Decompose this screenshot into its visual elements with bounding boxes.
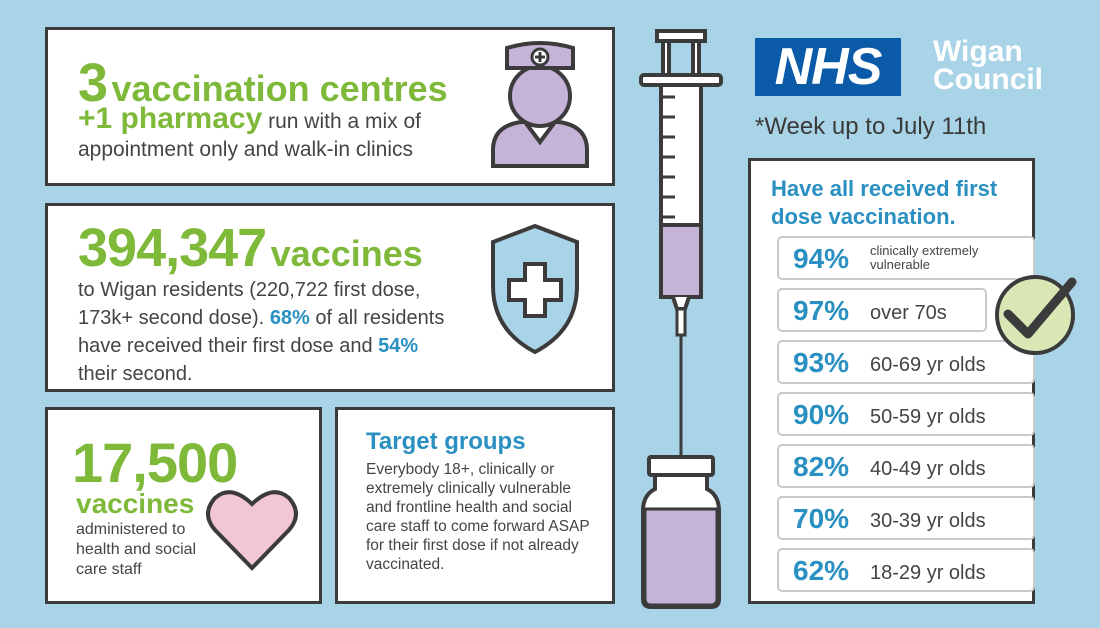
target-card: Target groups Everybody 18+, clinically … — [335, 407, 615, 604]
heart-icon — [206, 490, 298, 571]
row-pct: 94% — [793, 243, 850, 274]
vaccines-text-2: of all residents have received their fir… — [78, 307, 445, 357]
nhs-logo: NHS — [755, 38, 901, 96]
first-dose-row: 62% 18-29 yr olds — [777, 548, 1035, 592]
row-group: 60-69 yr olds — [870, 354, 986, 376]
first-dose-title: Have all received first dose vaccination… — [771, 176, 998, 229]
first-dose-row: 70% 30-39 yr olds — [777, 496, 1035, 540]
row-pct: 82% — [793, 451, 850, 482]
first-dose-row: 90% 50-59 yr olds — [777, 392, 1035, 436]
row-pct: 90% — [793, 399, 850, 430]
wigan-council-logo: Wigan Council — [933, 35, 1043, 96]
row-group: 40-49 yr olds — [870, 458, 986, 480]
nurse-icon — [491, 41, 589, 168]
first-dose-row: 82% 40-49 yr olds — [777, 444, 1035, 488]
vaccines-headline: 394,347 vaccines — [78, 220, 423, 282]
centres-count: 3 — [78, 53, 108, 113]
vaccines-body: to Wigan residents (220,722 first dose, … — [78, 276, 458, 388]
checkmark-icon — [995, 275, 1077, 355]
staff-desc: administered to health and social care s… — [76, 521, 197, 578]
shield-icon — [491, 223, 579, 355]
row-group: 50-59 yr olds — [870, 406, 986, 428]
vaccines-total: 394,347 — [78, 218, 267, 278]
row-pct: 70% — [793, 503, 850, 534]
wigan-logo-line2: Council — [933, 63, 1043, 96]
first-dose-row: 94% clinically extremely vulnerable — [777, 236, 1035, 280]
centres-headline: 3 vaccination centres — [78, 56, 448, 114]
pharmacy-label: +1 pharmacy — [78, 102, 263, 135]
first-dose-pct: 68% — [269, 307, 310, 329]
second-dose-pct: 54% — [378, 335, 419, 357]
row-group: 30-39 yr olds — [870, 510, 986, 532]
week-note: *Week up to July 11th — [755, 113, 987, 140]
row-pct: 62% — [793, 555, 850, 586]
target-desc: Everybody 18+, clinically or extremely c… — [366, 461, 590, 573]
pharmacy-line: +1 pharmacy run with a mix of — [78, 102, 421, 136]
first-dose-panel: Have all received first dose vaccination… — [748, 158, 1035, 604]
row-group: clinically extremely vulnerable — [870, 243, 979, 272]
vaccines-label: vaccines — [270, 233, 423, 274]
row-pct: 97% — [793, 295, 850, 326]
staff-count: 17,500 — [72, 431, 238, 494]
target-title: Target groups — [366, 428, 526, 455]
first-dose-row: 97% over 70s — [777, 288, 987, 332]
vaccines-text-1: to Wigan residents (220,722 first dose, … — [78, 279, 421, 329]
row-group: over 70s — [870, 302, 947, 324]
first-dose-row: 93% 60-69 yr olds — [777, 340, 1035, 384]
wigan-logo-line1: Wigan — [933, 35, 1023, 68]
staff-card: 17,500 vaccines administered to health a… — [45, 407, 322, 604]
row-group: 18-29 yr olds — [870, 562, 986, 584]
syringe-illustration — [639, 29, 723, 609]
centres-label: vaccination centres — [111, 68, 448, 109]
row-pct: 93% — [793, 347, 850, 378]
clinics-text: appointment only and walk-in clinics — [78, 138, 414, 161]
pharmacy-rest: run with a mix of — [262, 110, 422, 133]
staff-label: vaccines — [76, 488, 195, 519]
vaccines-text-3: their second. — [78, 363, 193, 385]
